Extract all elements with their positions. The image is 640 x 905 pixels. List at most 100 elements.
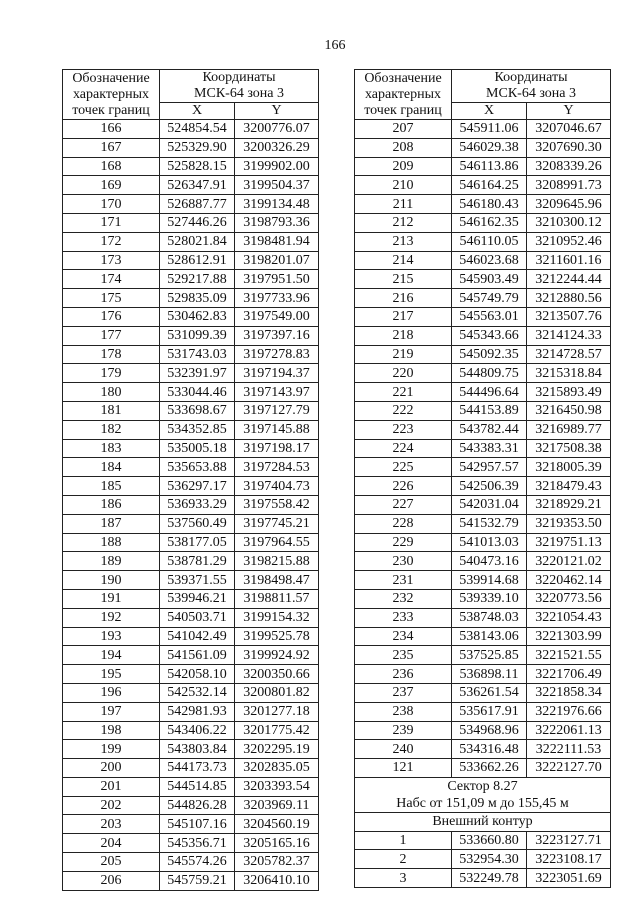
point-number: 204	[62, 833, 160, 854]
table-row: 173 528612.91 3198201.07	[62, 250, 320, 271]
y-coordinate: 3198201.07	[233, 250, 320, 271]
point-number: 187	[62, 513, 160, 534]
y-coordinate: 3197145.88	[233, 419, 320, 440]
table-row: 202 544826.28 3203969.11	[62, 795, 320, 816]
x-coordinate: 533044.46	[159, 382, 235, 402]
x-coordinate: 527446.26	[159, 212, 235, 233]
x-coordinate: 545574.26	[159, 852, 235, 872]
table-row: 198 543406.22 3201775.42	[62, 720, 320, 741]
y-coordinate: 3198215.88	[233, 551, 320, 572]
table-row: 222 544153.89 3216450.98	[354, 400, 612, 421]
point-number: 233	[354, 607, 452, 628]
point-number: 186	[62, 494, 160, 515]
point-number: 228	[354, 513, 452, 534]
y-coordinate: 3218479.43	[525, 476, 612, 496]
x-coordinate: 534968.96	[451, 720, 527, 741]
point-number: 171	[62, 212, 160, 233]
point-number: 210	[354, 175, 452, 196]
point-number: 214	[354, 250, 452, 271]
point-number: 208	[354, 137, 452, 158]
x-coordinate: 529217.88	[159, 269, 235, 290]
x-coordinate: 531743.03	[159, 344, 235, 365]
table-row: 194 541561.09 3199924.92	[62, 645, 320, 666]
y-coordinate: 3221054.43	[525, 607, 612, 628]
point-number: 220	[354, 363, 452, 384]
point-number: 188	[62, 532, 160, 553]
table-row: 167 525329.90 3200326.29	[62, 137, 320, 158]
table-row: 174 529217.88 3197951.50	[62, 269, 320, 290]
point-number: 227	[354, 494, 452, 515]
table-row: 182 534352.85 3197145.88	[62, 419, 320, 440]
x-coordinate: 528612.91	[159, 250, 235, 271]
y-coordinate: 3217508.38	[525, 438, 612, 459]
y-coordinate: 3200776.07	[233, 119, 320, 139]
table-row: 189 538781.29 3198215.88	[62, 551, 320, 572]
table-row: 235 537525.85 3221521.55	[354, 645, 612, 666]
y-coordinate: 3223051.69	[525, 868, 612, 889]
table-row: 217 545563.01 3213507.76	[354, 306, 612, 327]
y-coordinate: 3197284.53	[233, 457, 320, 478]
y-coordinate: 3214728.57	[525, 344, 612, 365]
x-coordinate: 534352.85	[159, 419, 235, 440]
y-coordinate: 3201775.42	[233, 720, 320, 741]
table-row: 211 546180.43 3209645.96	[354, 194, 612, 214]
x-coordinate: 530462.83	[159, 306, 235, 327]
point-number: 213	[354, 231, 452, 252]
table-row: 238 535617.91 3221976.66	[354, 701, 612, 722]
table-row: 226 542506.39 3218479.43	[354, 476, 612, 496]
y-coordinate: 3202835.05	[233, 758, 320, 778]
table-row: 215 545903.49 3212244.44	[354, 269, 612, 290]
table-row: 196 542532.14 3200801.82	[62, 682, 320, 703]
x-coordinate: 542957.57	[451, 457, 527, 478]
x-coordinate: 543803.84	[159, 739, 235, 760]
sector-caption: Сектор 8.27 Набс от 151,09 м до 155,45 м	[353, 776, 612, 813]
point-number: 185	[62, 476, 160, 496]
x-coordinate: 537525.85	[451, 645, 527, 666]
x-coordinate: 542058.10	[159, 664, 235, 684]
point-number: 196	[62, 682, 160, 703]
point-number: 195	[62, 664, 160, 684]
point-number: 229	[354, 532, 452, 553]
x-coordinate: 546029.38	[451, 137, 527, 158]
y-coordinate: 3197127.79	[233, 400, 320, 421]
y-coordinate: 3197964.55	[233, 532, 320, 553]
point-number: 224	[354, 438, 452, 459]
x-coordinate: 532249.78	[451, 868, 527, 889]
point-number: 194	[62, 645, 160, 666]
point-number: 202	[62, 795, 160, 816]
x-coordinate: 535005.18	[159, 438, 235, 459]
table-row: 170 526887.77 3199134.48	[62, 194, 320, 214]
x-coordinate: 545356.71	[159, 833, 235, 854]
x-coordinate: 542981.93	[159, 701, 235, 722]
x-coordinate: 544826.28	[159, 795, 235, 816]
table-row: 175 529835.09 3197733.96	[62, 288, 320, 308]
table-row: 210 546164.25 3208991.73	[354, 175, 612, 196]
y-coordinate: 3207046.67	[525, 119, 612, 139]
y-coordinate: 3203393.54	[233, 776, 320, 797]
x-coordinate: 536933.29	[159, 494, 235, 515]
table-row: 186 536933.29 3197558.42	[62, 494, 320, 515]
y-coordinate: 3209645.96	[525, 194, 612, 214]
x-coordinate: 542532.14	[159, 682, 235, 703]
y-coordinate: 3222127.70	[525, 758, 612, 778]
x-coordinate: 537560.49	[159, 513, 235, 534]
y-coordinate: 3197558.42	[233, 494, 320, 515]
point-number: 168	[62, 156, 160, 177]
x-coordinate: 543383.31	[451, 438, 527, 459]
y-coordinate: 3199154.32	[233, 607, 320, 628]
y-coordinate: 3212244.44	[525, 269, 612, 290]
point-number: 209	[354, 156, 452, 177]
point-number: 218	[354, 325, 452, 346]
table-row: 184 535653.88 3197284.53	[62, 457, 320, 478]
point-number: 170	[62, 194, 160, 214]
x-coordinate: 525828.15	[159, 156, 235, 177]
x-coordinate: 534316.48	[451, 739, 527, 760]
point-number: 177	[62, 325, 160, 346]
point-number: 179	[62, 363, 160, 384]
point-number: 234	[354, 626, 452, 647]
point-number: 174	[62, 269, 160, 290]
y-coordinate: 3203969.11	[233, 795, 320, 816]
y-coordinate: 3197951.50	[233, 269, 320, 290]
